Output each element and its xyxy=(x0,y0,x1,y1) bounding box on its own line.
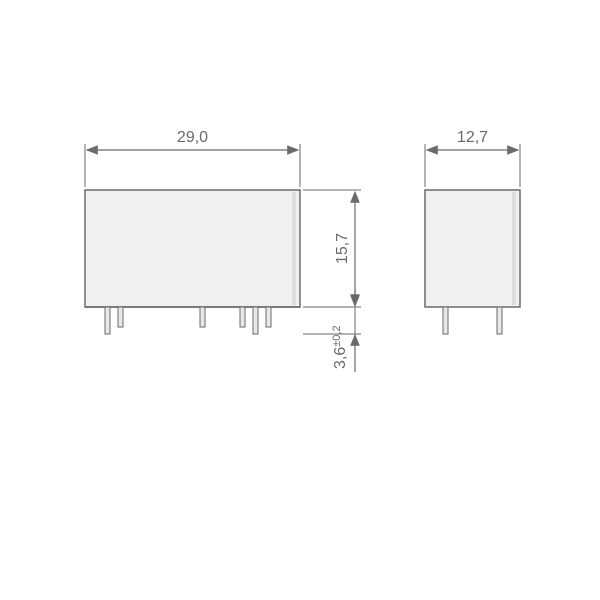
dim-depth-value: 12,7 xyxy=(457,129,488,146)
side-pin xyxy=(443,307,448,334)
dim-height-value: 15,7 xyxy=(334,233,351,264)
front-pin xyxy=(240,307,245,327)
side-pin xyxy=(497,307,502,334)
front-edge-shade xyxy=(292,192,296,305)
front-pin xyxy=(266,307,271,327)
technical-drawing: 29,0 12,7 15,7 3,6±0,2 xyxy=(0,0,600,600)
dim-width-value: 29,0 xyxy=(177,129,208,146)
drawing-group: 29,0 12,7 15,7 3,6±0,2 xyxy=(85,129,520,372)
side-body xyxy=(425,190,520,307)
front-pin xyxy=(118,307,123,327)
dim-pin-value: 3,6±0,2 xyxy=(331,325,349,369)
front-pin xyxy=(105,307,110,334)
front-body xyxy=(85,190,300,307)
front-pin xyxy=(253,307,258,334)
side-edge-shade xyxy=(512,192,516,305)
front-pin xyxy=(200,307,205,327)
